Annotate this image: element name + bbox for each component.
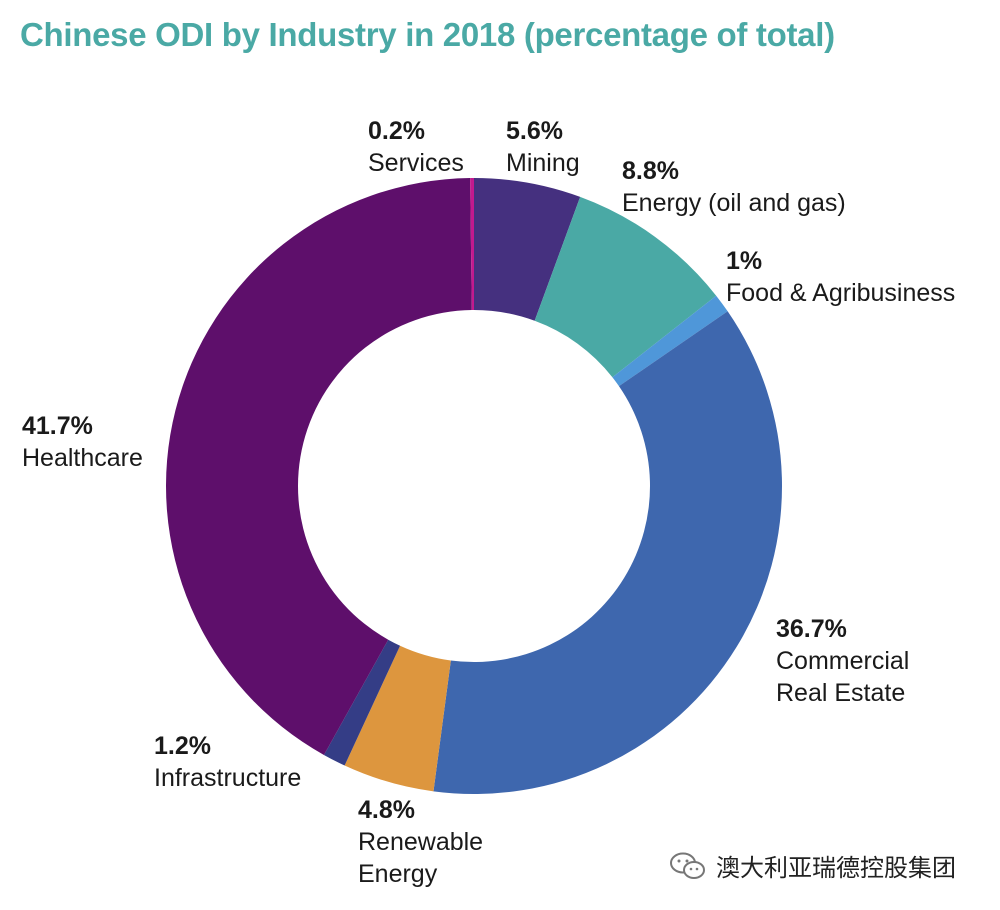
slice-name: Renewable bbox=[358, 828, 484, 856]
label-mining: 5.6% Mining bbox=[506, 115, 580, 179]
slice-name: Infrastructure bbox=[154, 764, 302, 792]
label-food-agribusiness: 1% Food & Agribusiness bbox=[726, 245, 955, 309]
value-label: 8.8% bbox=[622, 157, 679, 185]
label-energy-oil-gas: 8.8% Energy (oil and gas) bbox=[622, 155, 846, 219]
slice-energy-oil-and-gas bbox=[534, 196, 717, 378]
watermark: 澳大利亚瑞德控股集团 bbox=[668, 848, 956, 883]
label-commercial-real-estate: 36.7% Commercial Real Estate bbox=[776, 613, 909, 709]
slice-name: Energy bbox=[358, 860, 438, 888]
value-label: 41.7% bbox=[22, 412, 93, 440]
slice-name: Commercial bbox=[776, 647, 910, 675]
slice-name: Healthcare bbox=[22, 444, 143, 472]
slice-mining bbox=[474, 178, 581, 321]
label-healthcare: 41.7% Healthcare bbox=[22, 410, 143, 474]
slice-name: Food & Agribusiness bbox=[726, 279, 956, 307]
watermark-text: 澳大利亚瑞德控股集团 bbox=[716, 855, 956, 882]
slice-name: Energy (oil and gas) bbox=[622, 189, 846, 217]
slice-renewable-energy bbox=[344, 645, 451, 792]
slice-name: Services bbox=[368, 149, 464, 177]
value-label: 1% bbox=[726, 247, 763, 275]
slice-name: Mining bbox=[506, 149, 580, 177]
value-label: 36.7% bbox=[776, 615, 847, 643]
label-renewable-energy: 4.8% Renewable Energy bbox=[358, 794, 483, 890]
slice-food-agribusiness bbox=[612, 295, 728, 387]
slice-commercial-real-estate bbox=[433, 311, 782, 794]
slice-infrastructure bbox=[323, 639, 401, 766]
slice-name: Real Estate bbox=[776, 679, 906, 707]
label-services: 0.2% Services bbox=[368, 115, 464, 179]
label-infrastructure: 1.2% Infrastructure bbox=[154, 730, 301, 794]
value-label: 1.2% bbox=[154, 732, 211, 760]
wechat-icon bbox=[670, 852, 705, 879]
value-label: 4.8% bbox=[358, 796, 415, 824]
value-label: 5.6% bbox=[506, 117, 563, 145]
chart-title: Chinese ODI by Industry in 2018 (percent… bbox=[20, 16, 835, 53]
value-label: 0.2% bbox=[368, 117, 425, 145]
slice-services bbox=[470, 178, 474, 311]
slice-healthcare bbox=[165, 178, 472, 755]
